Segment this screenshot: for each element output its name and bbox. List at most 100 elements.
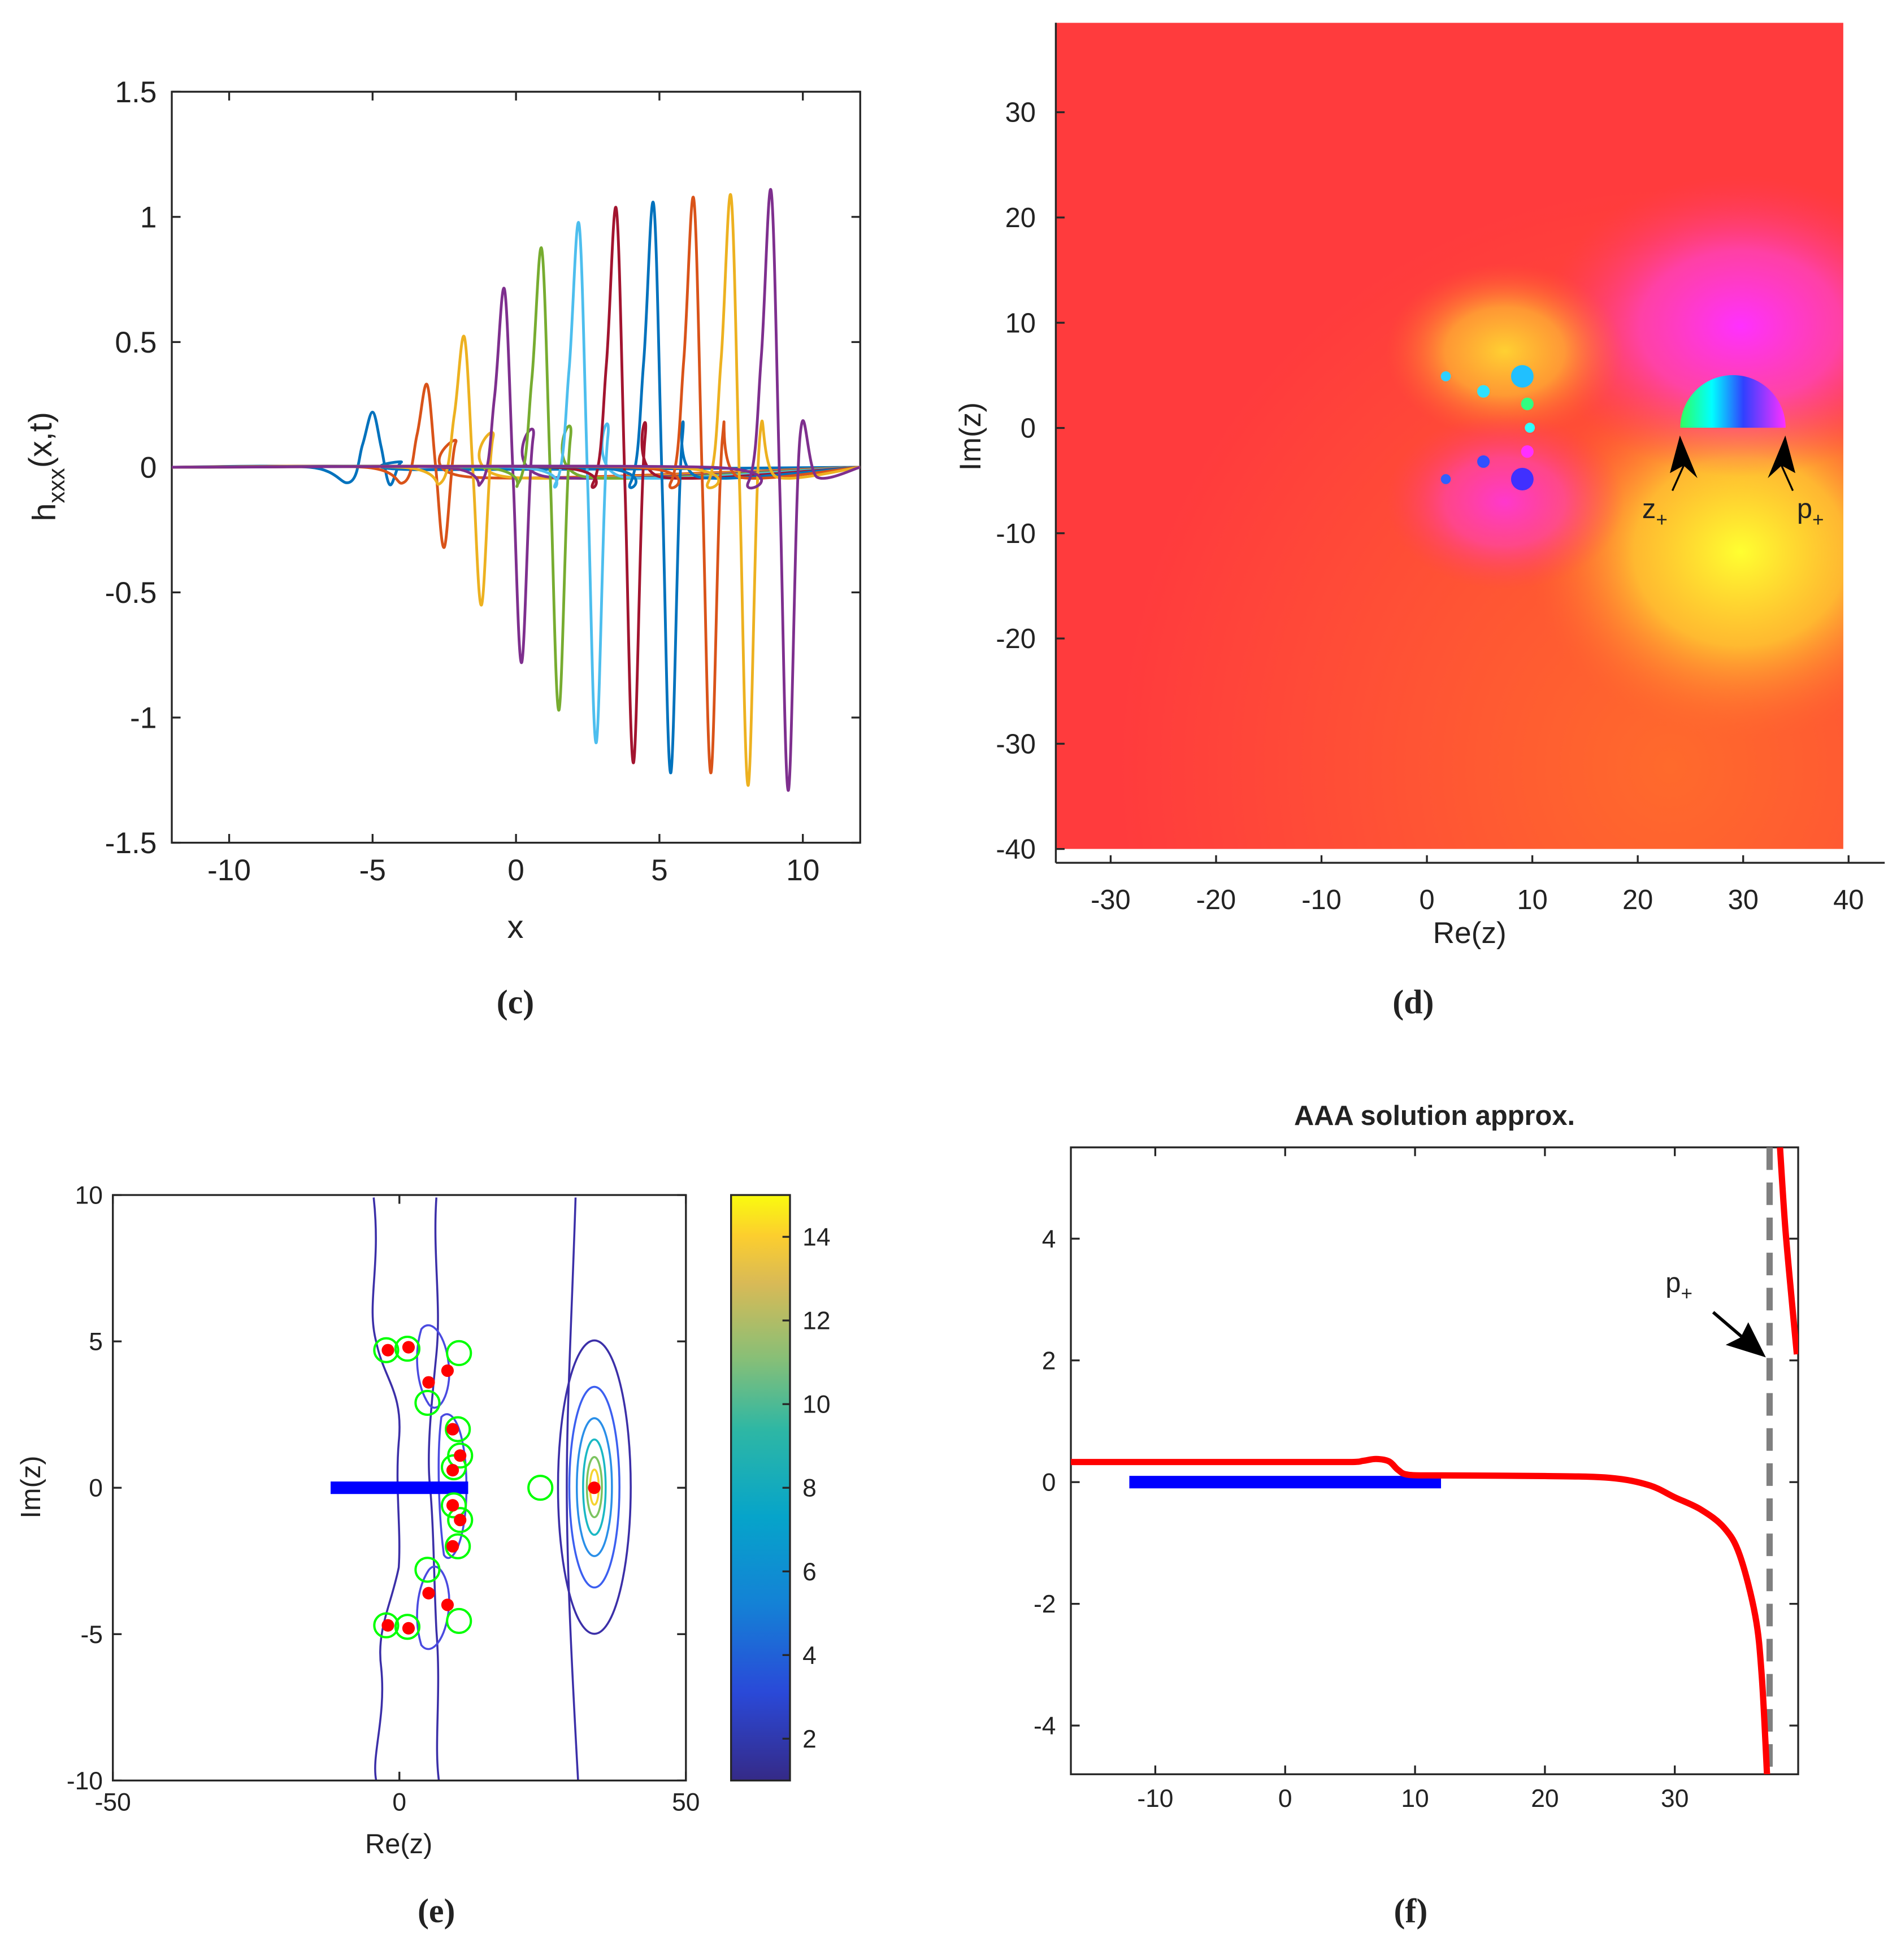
line: [172, 383, 861, 549]
line: [172, 206, 861, 764]
y-tick-label: 20: [1005, 203, 1036, 233]
caption: (f): [1394, 1892, 1427, 1929]
y-tick-label: 0.5: [115, 326, 157, 359]
zero-marker: [445, 1416, 471, 1442]
text-part: p: [1665, 1268, 1681, 1298]
pole-marker: [446, 1499, 459, 1512]
text-part: h: [27, 503, 63, 521]
text-part: +: [1656, 509, 1668, 531]
y-tick-label: 1.5: [115, 76, 157, 109]
text-part: p: [1797, 494, 1812, 524]
colorbar-tick-label: 12: [802, 1307, 830, 1335]
zero-marker: [441, 1454, 467, 1481]
line: [172, 193, 861, 787]
y-tick-label: -2: [1034, 1590, 1056, 1618]
pole-marker: [402, 1622, 415, 1635]
x-tick-label: 40: [1833, 885, 1864, 915]
x-tick-label: 30: [1728, 885, 1759, 915]
x-tick-label: 10: [786, 854, 819, 887]
zero-marker: [373, 1612, 400, 1639]
x-tick-label: 20: [1622, 885, 1653, 915]
caption: (d): [1392, 983, 1434, 1020]
y-tick-label: -10: [996, 519, 1036, 549]
line: [172, 201, 861, 774]
phase-portrait: [1056, 23, 1843, 849]
zero-marker: [446, 1607, 472, 1635]
line: [172, 195, 861, 774]
x-tick-label: 0: [507, 854, 524, 887]
caption: (e): [418, 1892, 455, 1929]
x-tick-label: -30: [1091, 885, 1131, 915]
y-tick-label: 1: [140, 201, 157, 234]
y-tick-label: -30: [996, 729, 1036, 759]
text-part: xxx: [43, 468, 70, 503]
line: [172, 334, 861, 607]
y-tick-label: 10: [75, 1182, 103, 1210]
annotation-arrow: [1768, 435, 1796, 479]
x-tick-label: -50: [95, 1789, 131, 1816]
caption: (c): [497, 983, 535, 1020]
annotation-tail: [1781, 465, 1794, 492]
chart-title: AAA solution approx.: [1294, 1101, 1575, 1131]
colorbar-tick-label: 8: [802, 1475, 817, 1502]
colorbar-tick-label: 2: [802, 1726, 817, 1753]
x-tick-label: 0: [392, 1789, 406, 1816]
y-axis-label: Im(z): [16, 1456, 46, 1519]
zero-marker: [527, 1475, 554, 1501]
y-tick-label: 10: [1005, 308, 1036, 338]
y-tick-label: -10: [67, 1767, 103, 1795]
pole-marker: [402, 1341, 415, 1354]
x-tick-label: 50: [672, 1789, 700, 1816]
y-tick-label: -1.5: [105, 827, 157, 860]
x-tick-label: -10: [1137, 1785, 1173, 1813]
pole-marker: [381, 1344, 394, 1357]
x-tick-label: 0: [1419, 885, 1434, 915]
x-axis-label: Re(z): [1433, 916, 1507, 950]
y-tick-label: 0: [89, 1475, 103, 1502]
text-part: (x,t): [23, 412, 59, 468]
pole-marker: [381, 1619, 394, 1632]
y-tick-label: 5: [89, 1328, 103, 1356]
x-tick-label: -5: [359, 854, 386, 887]
y-tick-label: 4: [1042, 1225, 1056, 1253]
pole-marker: [588, 1481, 601, 1494]
pole-marker: [441, 1598, 454, 1611]
y-tick-label: -40: [996, 835, 1036, 865]
pole-marker: [446, 1423, 459, 1436]
y-tick-label: -20: [996, 624, 1036, 654]
y-axis-label: Im(z): [954, 402, 987, 471]
y-axis-label: hxxx(x,t): [23, 412, 70, 521]
line: [172, 411, 861, 486]
x-tick-label: -10: [207, 854, 251, 887]
y-tick-label: 30: [1005, 98, 1036, 128]
colorbar-tick-label: 4: [802, 1642, 817, 1670]
annotation-tail: [1671, 465, 1685, 492]
y-tick-label: -0.5: [105, 576, 157, 610]
x-tick-label: -20: [1196, 885, 1236, 915]
pole-marker: [454, 1514, 467, 1527]
y-tick-label: 0: [1042, 1469, 1056, 1497]
zero-marker: [445, 1533, 471, 1559]
zero-marker: [394, 1336, 421, 1362]
annotation-label: p+: [1797, 494, 1824, 531]
annotation-label: z+: [1642, 494, 1668, 531]
x-tick-label: 30: [1661, 1785, 1689, 1813]
pole-marker: [441, 1364, 454, 1377]
text-part: z: [1642, 494, 1656, 524]
zero-marker: [446, 1340, 472, 1366]
pole-marker: [422, 1376, 435, 1389]
zero-marker: [394, 1614, 421, 1640]
zero-marker: [441, 1492, 467, 1519]
pole-marker: [446, 1464, 459, 1477]
pole-label: p+: [1665, 1268, 1692, 1305]
annotation-arrow: [1670, 435, 1698, 479]
x-tick-label: 10: [1517, 885, 1547, 915]
line: [1071, 1147, 1799, 1775]
x-axis-label: x: [507, 909, 524, 945]
text-part: +: [1681, 1283, 1692, 1305]
zero-marker: [447, 1507, 474, 1533]
pole-marker: [422, 1587, 435, 1600]
colorbar-tick-label: 14: [802, 1224, 830, 1251]
